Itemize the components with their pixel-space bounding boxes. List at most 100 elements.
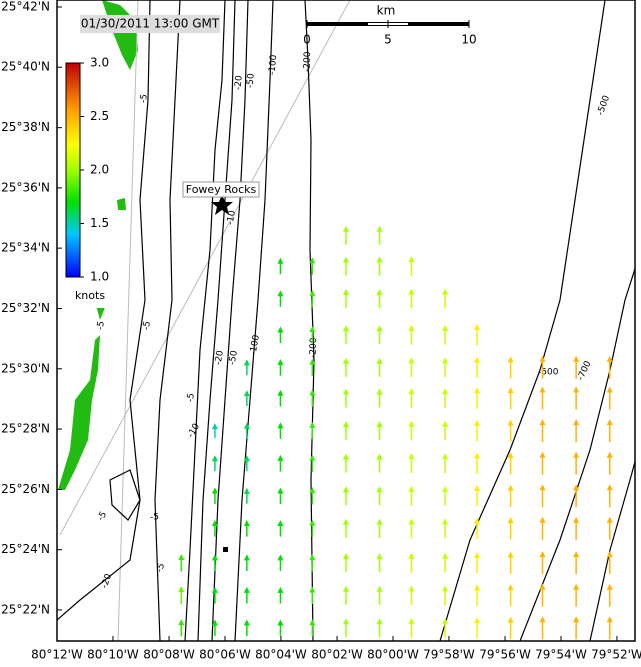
current-arrow: [376, 289, 383, 309]
contour: [304, 0, 315, 641]
current-arrow: [606, 419, 613, 443]
contour-label: -20: [214, 349, 226, 365]
lat-label: 25°42'N: [1, 0, 50, 14]
current-arrow: [376, 486, 383, 506]
lon-label: 80°00'W: [367, 648, 419, 662]
arrow-head: [573, 583, 580, 590]
lon-label: 79°54'W: [535, 648, 587, 662]
current-arrow: [573, 355, 580, 379]
arrow-head: [211, 487, 218, 494]
current-arrow: [573, 451, 580, 475]
lon-label: 79°58'W: [423, 648, 475, 662]
arrow-head: [539, 355, 546, 362]
arrow-head: [474, 356, 480, 363]
arrow-head: [342, 618, 349, 625]
arrow-head: [376, 585, 383, 592]
current-arrow: [376, 585, 383, 605]
arrow-head: [342, 225, 349, 232]
current-arrow: [309, 619, 316, 637]
arrow-head: [606, 386, 613, 393]
arrow-head: [408, 485, 415, 492]
arrow-head: [277, 619, 284, 626]
arrow-head: [243, 422, 250, 429]
arrow-head: [277, 326, 284, 333]
current-arrow: [243, 455, 250, 472]
arrow-head: [408, 420, 415, 427]
arrow-head: [277, 422, 284, 429]
current-arrow: [408, 518, 415, 539]
arrow-head: [606, 451, 613, 458]
track-line: [59, 0, 351, 536]
arrow-head: [211, 520, 218, 527]
contour: [234, 0, 274, 641]
arrow-head: [474, 452, 480, 459]
marker: [223, 547, 228, 552]
current-arrow: [309, 257, 316, 275]
arrow-head: [243, 554, 250, 561]
lat-label: 25°24'N: [1, 542, 50, 556]
track-line: [117, 0, 139, 641]
current-arrow: [309, 289, 316, 308]
arrow-head: [507, 484, 514, 491]
current-arrow: [442, 585, 449, 606]
colorbar-tick-label: 1.5: [90, 216, 109, 230]
contour: [589, 459, 635, 641]
arrow-head: [342, 325, 349, 332]
current-arrow: [376, 325, 383, 345]
current-arrow: [277, 290, 284, 307]
arrow-head: [408, 256, 415, 263]
current-arrow: [243, 619, 250, 637]
arrow-head: [243, 487, 250, 494]
lon-label: 79°56'W: [479, 648, 531, 662]
arrow-head: [342, 553, 349, 560]
arrow-head: [277, 257, 284, 264]
land: [117, 198, 126, 210]
current-arrow: [342, 486, 349, 506]
arrow-head: [474, 584, 480, 591]
arrow-head: [342, 357, 349, 364]
arrow-head: [243, 586, 250, 593]
current-arrow: [573, 516, 580, 540]
current-arrow: [178, 586, 185, 605]
current-arrow: [243, 390, 250, 406]
arrow-head: [309, 326, 316, 333]
arrow-head: [376, 553, 383, 560]
current-arrow: [573, 419, 580, 443]
lon-label: 80°04'W: [255, 648, 307, 662]
contour: [154, 0, 181, 641]
contour-label: -200: [309, 337, 320, 358]
current-arrow: [474, 452, 480, 474]
current-arrow: [243, 487, 250, 504]
current-vectors: [178, 225, 613, 640]
arrow-head: [309, 257, 316, 264]
arrow-head: [442, 518, 449, 525]
current-arrow: [178, 619, 185, 637]
current-arrow: [606, 583, 613, 607]
current-arrow: [408, 420, 415, 441]
current-arrow: [408, 324, 415, 345]
current-arrow: [408, 585, 415, 606]
arrow-head: [573, 386, 580, 393]
arrow-head: [243, 390, 250, 397]
current-arrow: [507, 517, 514, 540]
current-arrow: [539, 386, 546, 410]
contour-label: -20: [100, 572, 115, 589]
arrow-head: [178, 619, 185, 626]
colorbar-tick-label: 3.0: [90, 56, 109, 70]
arrow-head: [243, 455, 250, 462]
current-arrow: [507, 484, 514, 507]
arrow-head: [342, 585, 349, 592]
current-arrow: [507, 584, 514, 607]
current-arrow: [277, 619, 284, 637]
arrow-head: [507, 551, 514, 558]
arrow-head: [507, 452, 514, 459]
current-arrow: [507, 551, 514, 574]
current-arrow: [539, 583, 546, 607]
contour-label: -50: [246, 73, 257, 89]
current-arrow: [277, 586, 284, 604]
current-arrow: [277, 520, 284, 537]
current-arrow: [408, 288, 415, 309]
current-arrow: [442, 420, 449, 441]
arrow-head: [474, 517, 480, 524]
arrow-head: [376, 289, 383, 296]
